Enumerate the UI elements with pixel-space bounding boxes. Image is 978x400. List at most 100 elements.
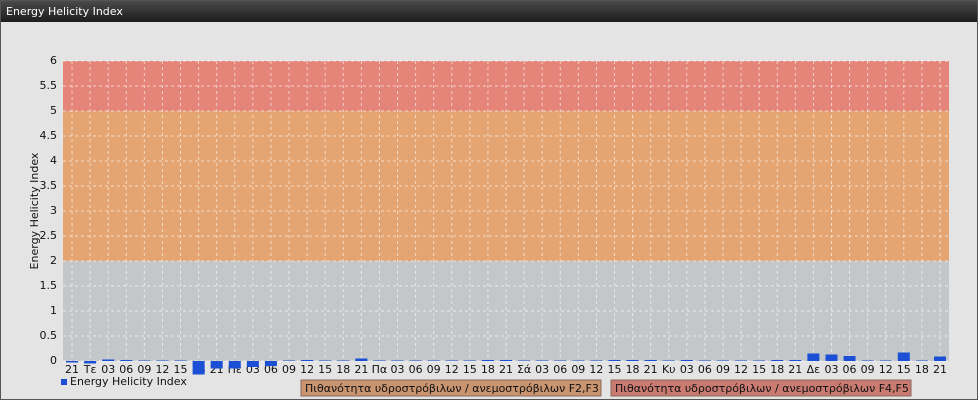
band-legend-box (610, 379, 912, 397)
x-tick-label: 21 (65, 363, 79, 376)
y-tick-label: 3.5 (40, 179, 58, 192)
bar (445, 360, 458, 361)
x-tick-label: 18 (336, 363, 350, 376)
y-tick-label: 0.5 (40, 329, 58, 342)
x-tick-label: 06 (553, 363, 567, 376)
x-tick-label: 06 (264, 363, 278, 376)
x-tick-label: 15 (174, 363, 188, 376)
x-tick-label: 18 (481, 363, 495, 376)
y-tick-label: 0 (50, 354, 57, 367)
x-tick-label: Κυ (662, 363, 676, 376)
widget-title: Energy Helicity Index (1, 1, 977, 22)
x-tick-label: 18 (626, 363, 640, 376)
bar (626, 360, 639, 361)
y-tick-label: 2.5 (40, 229, 58, 242)
bar (264, 361, 277, 366)
x-tick-label: 09 (282, 363, 296, 376)
bar (518, 360, 531, 361)
y-tick-label: 2 (50, 254, 57, 267)
bar (84, 361, 97, 364)
y-tick-label: 1 (50, 304, 57, 317)
bar (753, 360, 766, 361)
x-tick-label: 15 (897, 363, 911, 376)
bar (481, 360, 494, 361)
x-tick-label: 18 (770, 363, 784, 376)
y-tick-label: 6 (50, 54, 57, 67)
y-tick-label: 3 (50, 204, 57, 217)
bar (120, 360, 133, 361)
y-tick-label: 4 (50, 154, 57, 167)
bar (680, 360, 693, 361)
x-tick-label: Σά (517, 363, 531, 376)
band-legend-box (300, 379, 602, 397)
x-tick-label: Δε (807, 363, 821, 376)
x-tick-label: 15 (752, 363, 766, 376)
bar (427, 360, 440, 361)
bar (246, 361, 259, 367)
x-tick-label: 15 (607, 363, 621, 376)
bar (789, 360, 802, 361)
x-tick-label: 03 (535, 363, 549, 376)
band-legend-label: Πιθανότητα υδροστρόβιλων / ανεμοστρόβιλω… (305, 382, 599, 395)
bar (500, 360, 512, 361)
x-tick-label: 18 (915, 363, 929, 376)
y-tick-label: 5.5 (40, 79, 58, 92)
bar (590, 360, 603, 361)
bar (391, 360, 404, 361)
chart: Energy Helicity Index 0 0.5 1 1.5 2 2.5 3 3.5 4 4… (28, 54, 949, 397)
bar (409, 360, 422, 361)
bar (156, 360, 169, 361)
bar (138, 360, 151, 361)
x-tick-label: 12 (155, 363, 169, 376)
x-tick-label: Πα (372, 363, 388, 376)
bar (102, 359, 115, 361)
x-tick-label: 12 (879, 363, 893, 376)
bar (698, 360, 711, 361)
bar (228, 361, 241, 369)
y-tick-label: 5 (50, 104, 57, 117)
bar (337, 360, 350, 361)
x-tick-label: 15 (463, 363, 477, 376)
bar (897, 352, 910, 361)
x-tick-label: 06 (119, 363, 133, 376)
bar (771, 360, 784, 361)
bar (66, 361, 79, 363)
bar (644, 360, 657, 361)
bar (192, 361, 205, 375)
legend-label: Energy Helicity Index (70, 375, 187, 388)
x-tick-label: 09 (716, 363, 730, 376)
bar (879, 360, 892, 361)
x-tick-label: Τε (83, 363, 97, 376)
x-tick-label: 03 (680, 363, 694, 376)
x-tick-label: 21 (354, 363, 368, 376)
bar (373, 360, 386, 361)
x-tick-label: 15 (318, 363, 332, 376)
x-tick-label: 12 (589, 363, 603, 376)
y-axis-label: Energy Helicity Index (28, 152, 41, 269)
bar (716, 360, 729, 361)
bar (210, 361, 223, 369)
bar (355, 358, 368, 361)
band-legend-label: Πιθανότητα υδροστρόβιλων / ανεμοστρόβιλω… (615, 382, 909, 395)
x-tick-label: 09 (571, 363, 585, 376)
x-tick-label: 21 (933, 363, 947, 376)
x-tick-label: 09 (861, 363, 875, 376)
x-tick-label: 12 (734, 363, 748, 376)
bar (572, 360, 585, 361)
x-tick-label: 03 (824, 363, 838, 376)
legend-swatch (61, 379, 67, 385)
x-tick-label: 06 (843, 363, 857, 376)
x-tick-label: 21 (499, 363, 513, 376)
bar (608, 360, 621, 361)
y-tick-label: 4.5 (40, 129, 58, 142)
bar (735, 360, 748, 361)
x-tick-label: 09 (137, 363, 151, 376)
bar (807, 353, 820, 361)
x-tick-label: 06 (698, 363, 712, 376)
y-tick-label: 1.5 (40, 279, 58, 292)
bar (825, 354, 838, 361)
bar (174, 360, 187, 361)
x-tick-label: 03 (391, 363, 405, 376)
bar (861, 360, 874, 361)
